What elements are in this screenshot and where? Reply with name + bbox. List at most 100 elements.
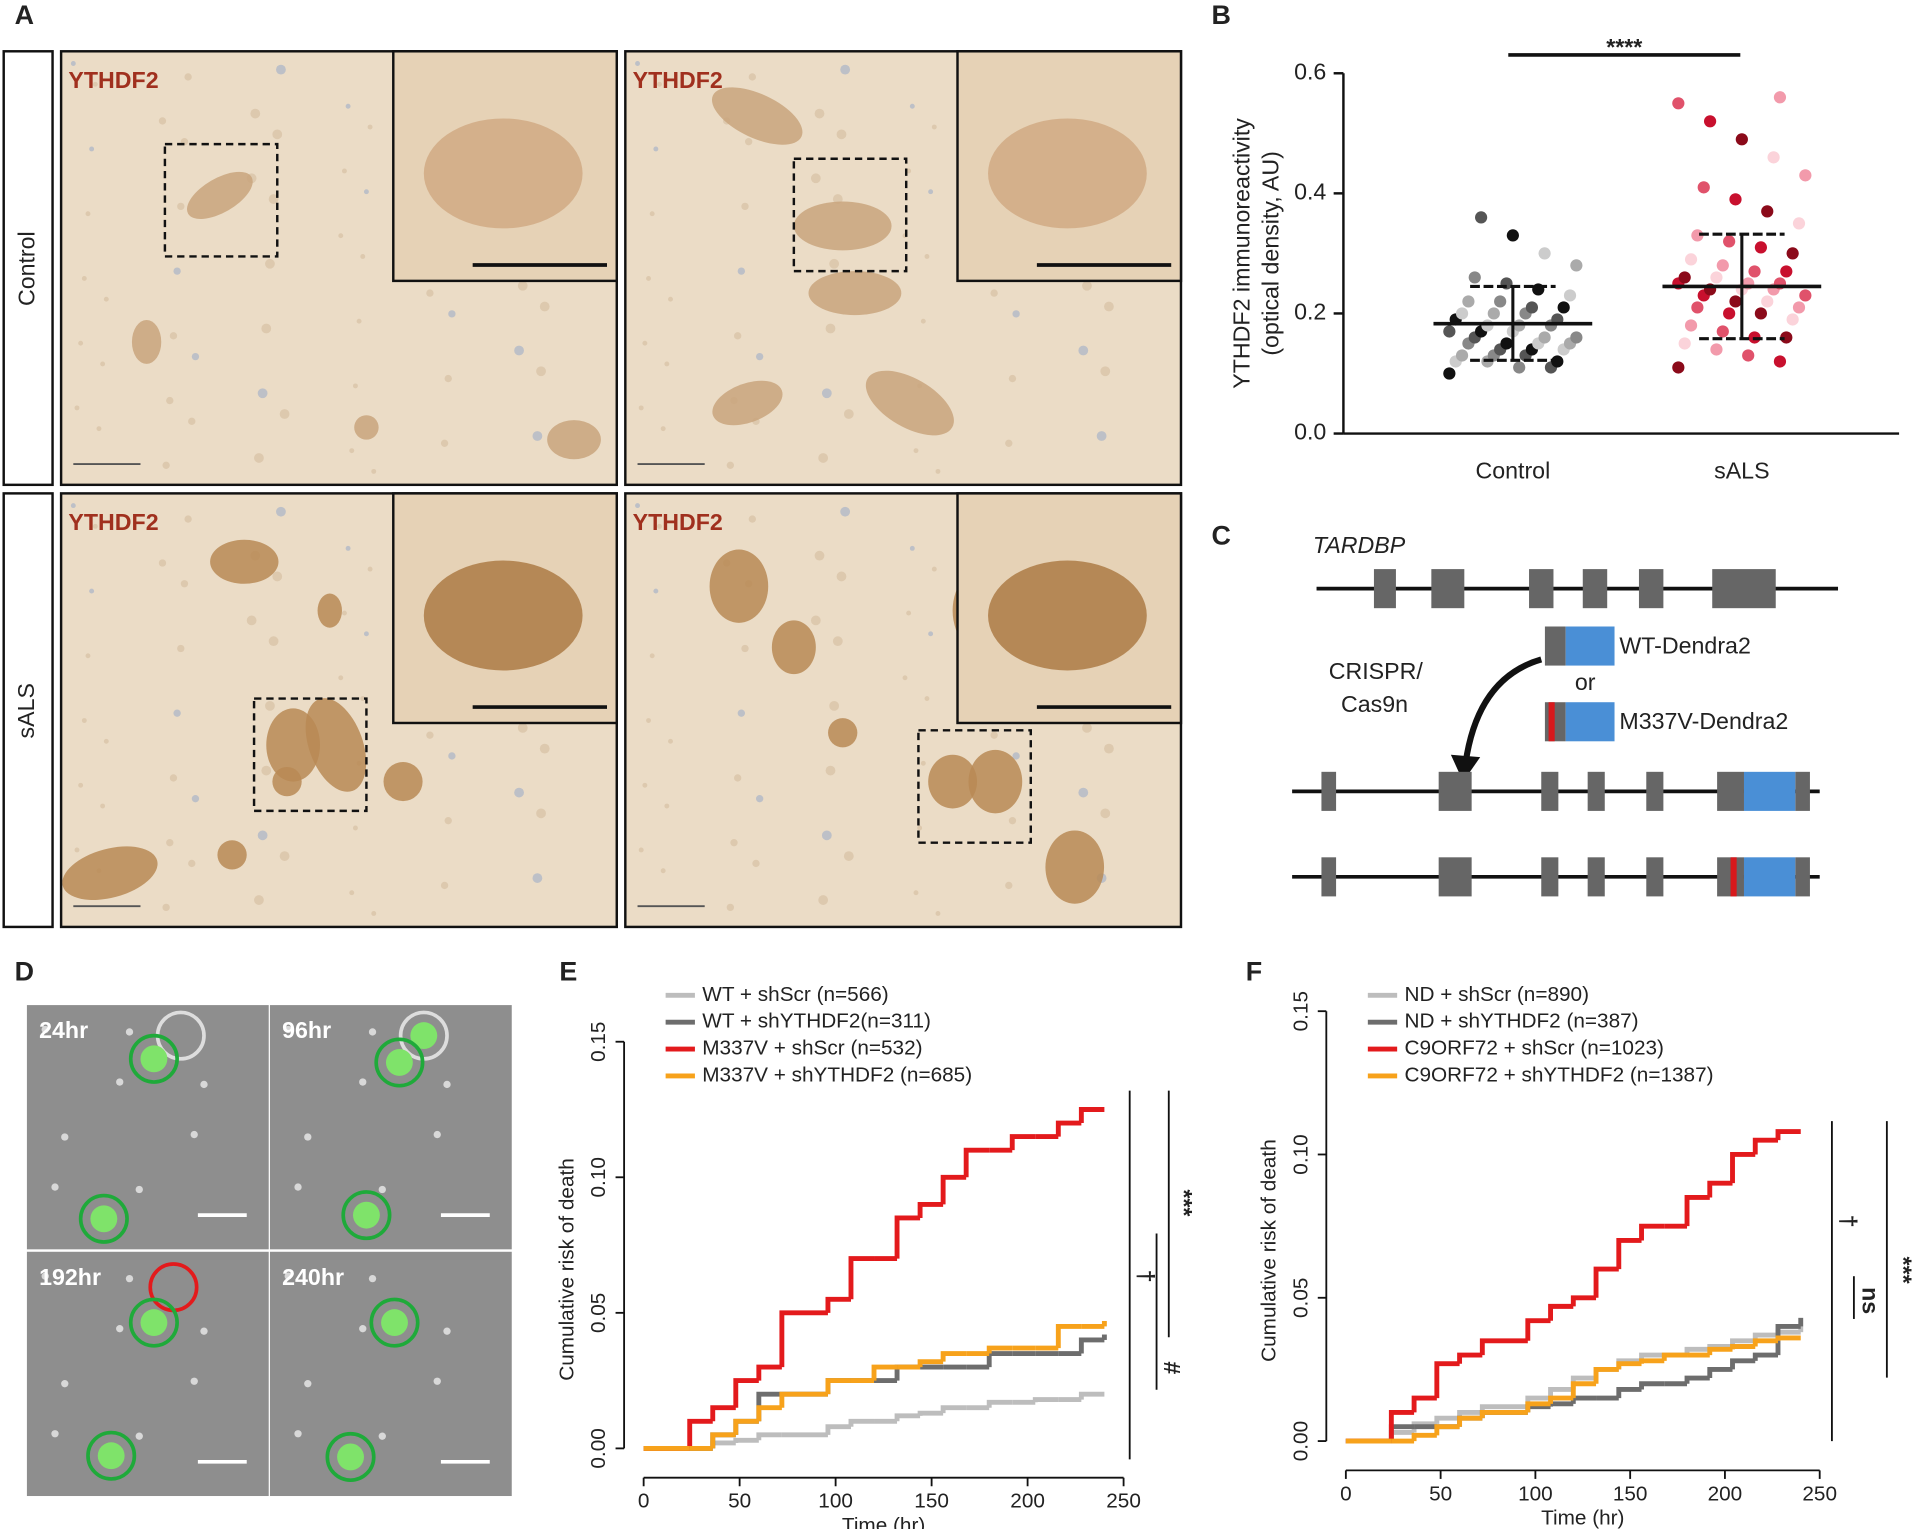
cell-debris <box>378 1432 386 1440</box>
step-segment <box>1616 1387 1642 1399</box>
tissue-speck <box>268 636 279 647</box>
tissue-speck <box>734 774 742 782</box>
tissue-speck <box>514 345 524 356</box>
step-segment <box>963 1147 990 1178</box>
data-point <box>1799 289 1812 302</box>
micrograph <box>269 1005 512 1250</box>
tissue-speck <box>444 374 452 383</box>
step-segment <box>779 1391 828 1408</box>
label: CRISPR/ <box>1329 658 1424 684</box>
exon <box>1438 857 1472 897</box>
step-segment <box>1616 1238 1642 1270</box>
tissue-speck <box>517 722 528 733</box>
exon <box>1541 771 1559 811</box>
tissue-speck <box>935 911 941 916</box>
data-point <box>1443 367 1456 380</box>
step-segment <box>894 1413 921 1422</box>
data-point <box>1723 235 1736 248</box>
y-tick-label: 0.10 <box>1289 1134 1312 1174</box>
panel-label: F <box>1246 956 1262 986</box>
x-tick-label: 150 <box>1613 1482 1648 1505</box>
step-segment <box>1616 1361 1642 1370</box>
significance: **** <box>1606 34 1642 60</box>
construct-exon <box>1544 702 1566 742</box>
stain-label: YTHDF2 <box>68 67 158 93</box>
x-tick-label: 0 <box>638 1490 650 1513</box>
tissue-speck <box>96 426 102 432</box>
tissue-speck <box>821 830 832 841</box>
tissue-speck <box>752 859 760 868</box>
tissue-speck <box>261 323 272 334</box>
tracking-circle <box>86 1430 137 1481</box>
tissue-speck <box>924 696 930 701</box>
y-axis-label: YTHDF2 immunoreactivity <box>1228 118 1254 389</box>
tissue-speck <box>1008 817 1017 825</box>
exon <box>1373 569 1396 609</box>
y-axis-label: (optical density, AU) <box>1258 151 1284 355</box>
tissue-speck <box>341 610 347 616</box>
tissue-speck <box>737 267 746 275</box>
significance: *** <box>1890 1257 1915 1284</box>
tissue-speck <box>840 64 851 75</box>
tissue-speck <box>1104 301 1114 312</box>
tissue-speck <box>162 461 170 469</box>
tissue-speck <box>668 738 673 744</box>
tissue-speck <box>265 700 275 711</box>
tissue-speck <box>371 911 377 916</box>
step-segment <box>1411 1395 1437 1413</box>
tissue-speck <box>338 233 344 239</box>
exon <box>1582 569 1608 609</box>
tissue-speck <box>653 146 659 152</box>
step-segment <box>848 1256 875 1300</box>
legend-label: C9ORF72 + shYTHDF2 (n=1387) <box>1404 1063 1713 1086</box>
data-point <box>1780 265 1793 278</box>
legend-label: M337V + shScr (n=532) <box>702 1037 922 1060</box>
stain-label: YTHDF2 <box>633 509 723 535</box>
tissue-speck <box>532 431 543 441</box>
tissue-speck <box>272 129 283 140</box>
tissue-speck <box>990 731 998 739</box>
significance: *** <box>1171 1189 1197 1216</box>
step-segment <box>779 1310 828 1368</box>
cell-debris <box>378 1185 386 1194</box>
tissue-speck <box>635 61 640 66</box>
step-segment <box>1707 1366 1733 1379</box>
tissue-speck <box>931 566 937 572</box>
cell-debris <box>368 1028 377 1036</box>
step-segment <box>825 1424 851 1435</box>
tissue-speck <box>642 782 648 788</box>
step-segment <box>1009 1134 1036 1151</box>
tissue-speck <box>184 73 192 81</box>
tissue-speck <box>81 718 87 723</box>
tissue-speck <box>832 636 843 647</box>
tissue-speck <box>990 289 998 297</box>
cell-debris <box>200 1080 208 1089</box>
cell-debris <box>190 1130 198 1139</box>
tissue-speck <box>352 383 358 389</box>
step-segment <box>1570 1395 1597 1404</box>
tissue-speck <box>367 566 373 572</box>
step-segment <box>687 1418 713 1449</box>
neuron-fluor <box>97 1442 125 1470</box>
tissue-speck <box>92 81 98 87</box>
tissue-speck <box>1082 722 1092 733</box>
x-tick-label: 200 <box>1708 1482 1743 1505</box>
tissue-speck <box>371 468 377 474</box>
step-segment <box>1032 1397 1059 1403</box>
tissue-speck <box>1008 374 1017 383</box>
tissue-speck <box>755 795 764 803</box>
x-tick-label: 50 <box>728 1490 751 1513</box>
dendra2 <box>1565 702 1615 742</box>
data-point <box>1723 307 1736 320</box>
x-tick-label: 100 <box>818 1490 853 1513</box>
exon <box>1587 857 1605 897</box>
tissue-speck <box>191 795 200 803</box>
cell-debris <box>41 1272 49 1280</box>
cell-debris <box>125 1028 134 1036</box>
tissue-speck <box>78 340 84 346</box>
label: or <box>1575 669 1596 695</box>
tissue-speck <box>85 653 91 659</box>
tissue-speck <box>166 396 174 405</box>
tissue-speck <box>103 738 109 744</box>
